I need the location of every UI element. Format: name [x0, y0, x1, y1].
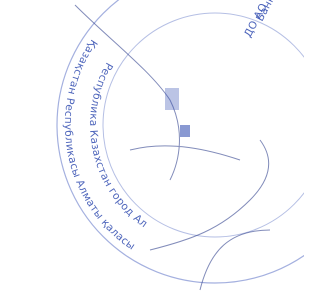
- inner-arc-path: Республика Казахстан город Алматы: [0, 0, 150, 230]
- inner-arc-text: Республика Казахстан город Алматы: [0, 0, 150, 230]
- stamp-mark: [180, 125, 190, 137]
- stamp-image: Қазақстан Республикасы Алматы қаласы Рес…: [0, 0, 304, 297]
- stamp-emblem: [165, 88, 179, 110]
- signature: [75, 5, 270, 290]
- page: Қазақстан Республикасы Алматы қаласы Рес…: [0, 0, 304, 297]
- stamp-ring-inner: [103, 13, 304, 237]
